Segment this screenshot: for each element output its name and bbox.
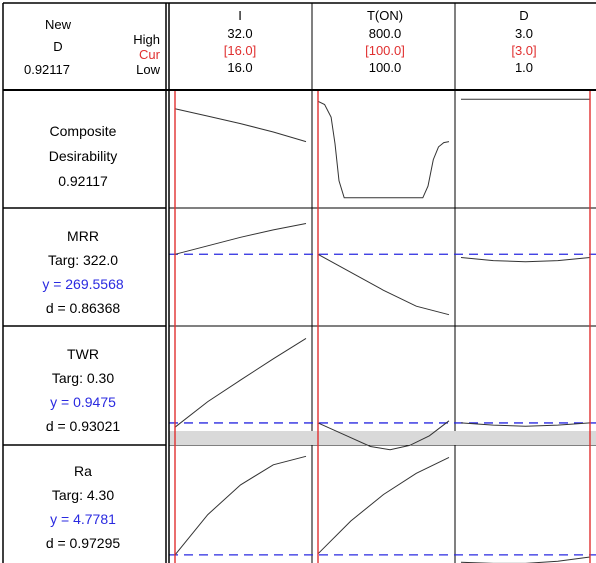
response-curve xyxy=(460,257,591,263)
response-line2: Desirability xyxy=(49,148,117,164)
factor-header-i: I 32.0 [16.0] 16.0 xyxy=(224,8,257,75)
response-curve xyxy=(460,556,591,563)
response-curve xyxy=(174,108,307,143)
response-curve xyxy=(460,422,591,427)
factor-low: 16.0 xyxy=(227,60,252,75)
response-curve xyxy=(174,337,307,428)
response-label-mrr: MRR Targ: 322.0 y = 269.5568 d = 0.86368 xyxy=(42,228,124,316)
response-line2: Targ: 4.30 xyxy=(52,487,114,503)
factor-cur: [16.0] xyxy=(224,43,257,58)
factor-name: I xyxy=(238,8,242,23)
factor-cur: [100.0] xyxy=(365,43,405,58)
response-line2: Targ: 0.30 xyxy=(52,370,114,386)
factor-high: 32.0 xyxy=(227,26,252,41)
response-curve xyxy=(174,223,307,255)
factor-cur: [3.0] xyxy=(511,43,536,58)
response-label-ra: Ra Targ: 4.30 y = 4.7781 d = 0.97295 xyxy=(46,463,121,551)
response-curve xyxy=(317,420,450,451)
factor-name: D xyxy=(519,8,528,23)
header-low-label: Low xyxy=(136,62,160,77)
response-y-value: y = 0.9475 xyxy=(50,394,116,410)
factor-high: 3.0 xyxy=(515,26,533,41)
factor-high: 800.0 xyxy=(369,26,402,41)
header-cur-label: Cur xyxy=(139,47,161,62)
factor-low: 100.0 xyxy=(369,60,402,75)
response-label-composite: Composite Desirability 0.92117 xyxy=(49,123,117,189)
response-curve xyxy=(317,253,450,316)
response-y-value: y = 269.5568 xyxy=(42,276,124,292)
factor-low: 1.0 xyxy=(515,60,533,75)
response-label-twr: TWR Targ: 0.30 y = 0.9475 d = 0.93021 xyxy=(46,346,121,434)
factor-header-ton: T(ON) 800.0 [100.0] 100.0 xyxy=(365,8,405,75)
response-d-value: d = 0.86368 xyxy=(46,300,121,316)
response-y-value: y = 4.7781 xyxy=(50,511,116,527)
response-d-value: d = 0.97295 xyxy=(46,535,121,551)
response-curve xyxy=(317,456,450,555)
twr-band xyxy=(169,431,596,445)
header-d-label: D xyxy=(53,39,62,54)
header-high-label: High xyxy=(133,32,160,47)
response-line1: TWR xyxy=(67,346,99,362)
response-line2: Targ: 322.0 xyxy=(48,252,118,268)
response-curve xyxy=(317,100,450,199)
response-line1: Ra xyxy=(74,463,92,479)
header-d-value: 0.92117 xyxy=(24,62,70,77)
factor-header-d: D 3.0 [3.0] 1.0 xyxy=(511,8,536,75)
response-d-value: d = 0.93021 xyxy=(46,418,121,434)
response-line1: MRR xyxy=(67,228,99,244)
response-line1: Composite xyxy=(50,123,117,139)
header-new-label: New xyxy=(45,17,72,32)
response-curve xyxy=(174,455,307,556)
factor-name: T(ON) xyxy=(367,8,403,23)
response-line3: 0.92117 xyxy=(58,173,108,189)
